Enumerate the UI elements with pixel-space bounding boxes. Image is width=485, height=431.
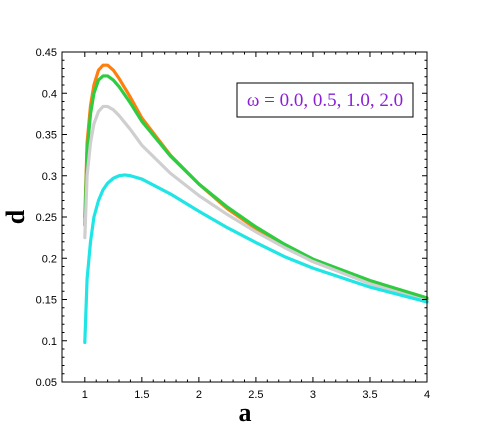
x-tick-label: 2: [196, 389, 202, 401]
tick-labels: 1 1.5 2 2.5 3 3.5 4 0.05 0.1 0.15 0.2 0.25 0.3 0.35 0.…: [36, 47, 430, 401]
y-tick-label: 0.45: [36, 47, 57, 59]
x-tick-label: 3: [310, 389, 316, 401]
series-line-3: [83, 104, 429, 303]
x-tick-label: 4: [424, 389, 430, 401]
series-line-4: [83, 173, 429, 344]
tick-marks: [62, 51, 428, 383]
x-axis-label: a: [239, 398, 252, 427]
y-tick-label: 0.2: [42, 253, 57, 265]
y-tick-label: 0.3: [42, 171, 57, 183]
legend-text: ω = 0.0, 0.5, 1.0, 2.0: [247, 90, 403, 111]
series-lines: [83, 63, 429, 344]
legend-box: ω = 0.0, 0.5, 1.0, 2.0: [236, 82, 414, 118]
x-tick-label: 3.5: [362, 389, 377, 401]
y-tick-label: 0.15: [36, 295, 57, 307]
y-tick-label: 0.35: [36, 130, 57, 142]
y-tick-label: 0.05: [36, 377, 57, 389]
y-axis-label: d: [1, 209, 30, 224]
x-tick-label: 2.5: [248, 389, 263, 401]
y-tick-label: 0.4: [42, 88, 57, 100]
y-tick-label: 0.1: [42, 336, 57, 348]
x-tick-label: 1.5: [134, 389, 149, 401]
x-tick-label: 1: [82, 389, 88, 401]
y-tick-label: 0.25: [36, 212, 57, 224]
series-line-2: [83, 74, 429, 300]
